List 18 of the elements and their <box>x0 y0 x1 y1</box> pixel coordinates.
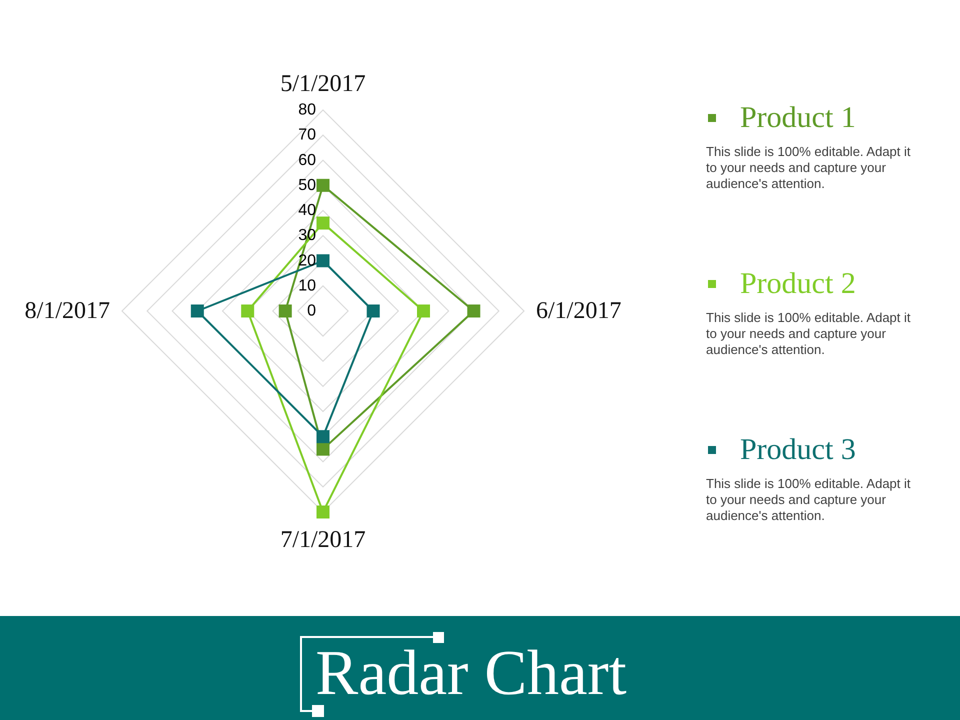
legend-label: Product 2 <box>740 266 856 302</box>
spoke-label: 5/1/2017 <box>280 71 366 97</box>
text: This slide is 100% editable. Adapt it to your needs and capture your audience's attention. <box>706 476 912 524</box>
y-tick-label: 10 <box>298 277 316 294</box>
legend-label: Product 3 <box>740 432 856 468</box>
text: Radar Chart <box>316 637 627 708</box>
y-tick-label: 0 <box>307 302 316 320</box>
y-tick-label: 70 <box>298 126 316 144</box>
spoke-label: 7/1/2017 <box>280 527 366 553</box>
y-tick-label: 40 <box>298 202 316 219</box>
text: This slide is 100% editable. Adapt it to your needs and capture your audience's attention. <box>706 144 912 192</box>
spoke-label: 8/1/2017 <box>24 298 110 324</box>
legend-label: Product 1 <box>740 100 856 136</box>
spoke-label: 6/1/2017 <box>536 298 622 324</box>
y-tick-label: 60 <box>298 152 316 169</box>
y-tick-label: 50 <box>298 176 316 194</box>
text: This slide is 100% editable. Adapt it to your needs and capture your audience's attention. <box>706 310 912 358</box>
y-tick-label: 80 <box>298 102 316 118</box>
